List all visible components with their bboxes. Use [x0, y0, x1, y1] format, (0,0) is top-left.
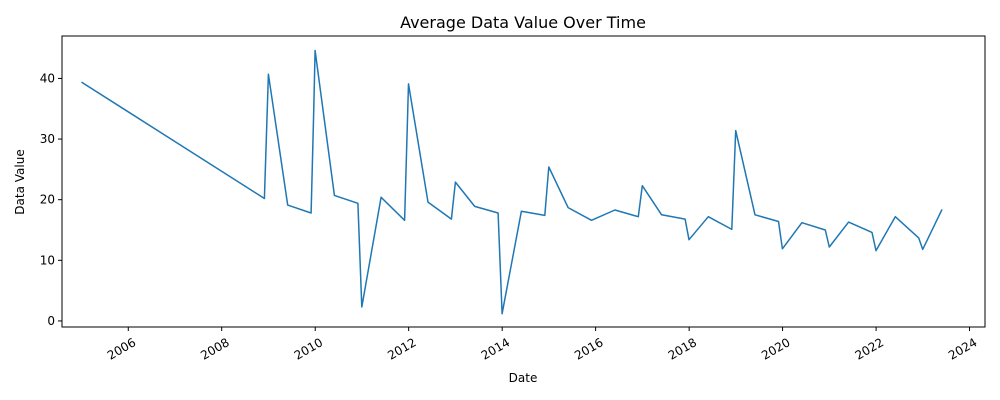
chart-title: Average Data Value Over Time — [400, 13, 646, 32]
y-tick-label: 10 — [40, 253, 55, 267]
x-axis-label: Date — [509, 371, 538, 385]
x-tick-label: 2014 — [479, 335, 512, 362]
y-tick-label: 20 — [40, 193, 55, 207]
x-tick-label: 2012 — [385, 335, 418, 362]
x-tick-label: 2020 — [759, 335, 792, 362]
x-tick-label: 2008 — [198, 335, 231, 362]
y-tick-label: 0 — [47, 314, 55, 328]
plot-area-frame — [61, 35, 986, 328]
x-tick-label: 2006 — [105, 335, 138, 362]
x-tick-label: 2016 — [572, 335, 605, 362]
y-tick-label: 30 — [40, 132, 55, 146]
y-axis: 0 10 20 30 40 — [40, 71, 62, 328]
x-axis: 2006 2008 2010 2012 2014 2016 2018 2020 2022 2024 — [105, 327, 980, 363]
x-tick-label: 2018 — [666, 335, 699, 362]
x-tick-label: 2010 — [292, 335, 325, 362]
y-axis-label: Data Value — [13, 149, 27, 214]
series-line — [81, 49, 943, 315]
x-tick-label: 2022 — [853, 335, 886, 362]
x-tick-label: 2024 — [946, 335, 979, 362]
y-tick-label: 40 — [40, 71, 55, 85]
